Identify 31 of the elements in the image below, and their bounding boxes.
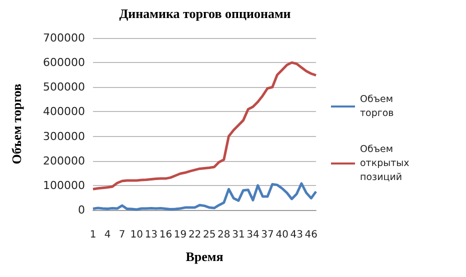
x-tick-label: 22	[188, 230, 202, 240]
x-tick-label: 10	[130, 230, 143, 240]
x-tick-label: 34	[246, 230, 260, 240]
y-tick-label: 200000	[43, 154, 85, 168]
x-tick-label: 37	[261, 230, 274, 240]
x-tick-label: 16	[159, 230, 172, 240]
y-tick-label: 600000	[43, 56, 85, 70]
y-tick-label: 100000	[43, 178, 85, 192]
x-axis-title: Время	[186, 249, 224, 264]
chart-title: Динамика торгов опционами	[119, 6, 292, 21]
line-series	[92, 182, 318, 211]
y-tick-label: 400000	[43, 105, 85, 118]
x-tick-label: 13	[144, 230, 158, 240]
legend-label: Объем торгов	[360, 94, 396, 119]
line-series	[92, 61, 318, 190]
x-tick-label: 46	[304, 230, 318, 240]
x-tick-label: 40	[276, 230, 288, 240]
x-tick-label: 1	[90, 230, 96, 240]
x-tick-label: 4	[104, 230, 111, 240]
x-tick-label: 25	[202, 230, 216, 240]
x-tick-label: 7	[118, 230, 126, 240]
y-tick-label: 700000	[43, 32, 85, 44]
y-tick-label: 500000	[43, 80, 85, 94]
x-tick-label: 31	[232, 230, 245, 240]
x-tick-label: 28	[218, 230, 230, 240]
x-tick-label: 19	[174, 230, 187, 240]
y-tick-label: 0	[78, 204, 85, 216]
legend-label: Объем открытых позиций	[360, 144, 412, 183]
x-tick-label: 43	[290, 230, 303, 240]
y-tick-label: 300000	[43, 130, 85, 143]
y-axis-title: Объем торгов	[9, 84, 24, 164]
